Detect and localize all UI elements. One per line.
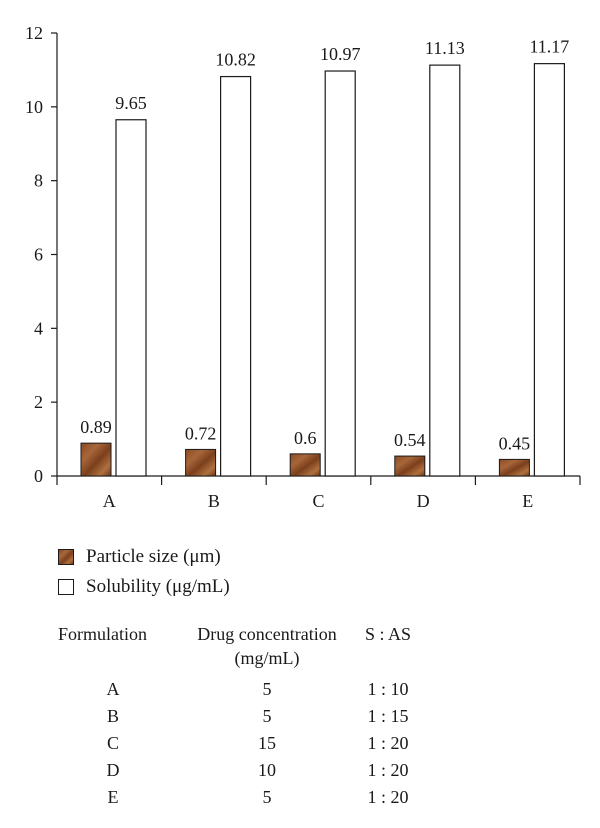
cell-ratio: 1 : 15	[367, 706, 409, 726]
bar-particle-size	[498, 458, 530, 477]
cell-drug-concentration: 5	[262, 706, 272, 726]
bar-solubility	[324, 70, 356, 477]
y-tick-label: 6	[34, 245, 43, 265]
header-ratio: S : AS	[364, 624, 412, 644]
legend-label-solubility: Solubility (μg/mL)	[86, 576, 230, 597]
header-drug-concentration-line1: Drug concentration	[197, 624, 337, 644]
cell-drug-concentration: 5	[262, 679, 272, 699]
y-tick-label: 0	[34, 466, 43, 486]
data-label-solubility: 10.97	[320, 44, 361, 64]
cell-ratio: 1 : 20	[367, 787, 409, 807]
y-tick-label: 2	[34, 392, 43, 412]
cell-formulation: E	[107, 787, 119, 807]
header-formulation: Formulation	[58, 624, 147, 644]
axes: 0 2 4 6 8 10 12 A B C D E	[25, 23, 581, 511]
y-tick-label: 4	[34, 318, 43, 338]
bars	[80, 63, 566, 477]
x-tick-label: B	[208, 491, 220, 511]
legend-swatch-solubility	[58, 579, 74, 595]
data-label-particle-size: 0.54	[394, 430, 426, 450]
bar-chart: 0 2 4 6 8 10 12 A B C D E 0.89 9.65 0.72 10.82 0.6 10.97…	[25, 23, 581, 511]
legend-item-solubility: Solubility (μg/mL)	[58, 572, 230, 602]
header-drug-concentration-unit: (mg/mL)	[234, 648, 300, 668]
cell-formulation: B	[106, 706, 119, 726]
legend: Particle size (μm) Solubility (μg/mL)	[58, 542, 230, 602]
cell-drug-concentration: 10	[258, 760, 276, 780]
cell-drug-concentration: 15	[258, 733, 276, 753]
data-label-solubility: 10.82	[215, 50, 256, 70]
x-tick-label: E	[522, 491, 533, 511]
x-tick-label: A	[103, 491, 116, 511]
data-labels: 0.89 9.65 0.72 10.82 0.6 10.97 0.54 11.13 0.45 11…	[80, 37, 569, 454]
cell-formulation: D	[106, 760, 120, 780]
y-tick-label: 8	[34, 171, 43, 191]
bar-particle-size	[289, 453, 321, 477]
x-tick-label: D	[417, 491, 430, 511]
data-label-solubility: 11.13	[425, 38, 465, 58]
bar-solubility	[429, 64, 461, 477]
data-label-particle-size: 0.6	[294, 428, 317, 448]
header-drug-concentration: Drug concentration (mg/mL)	[182, 622, 352, 670]
legend-swatch-particle-size	[58, 549, 74, 565]
data-label-particle-size: 0.45	[499, 433, 531, 453]
data-label-solubility: 11.17	[529, 37, 569, 57]
bar-solubility	[115, 119, 147, 477]
bar-particle-size	[394, 455, 426, 477]
data-label-solubility: 9.65	[115, 93, 147, 113]
cell-formulation: A	[106, 679, 120, 699]
legend-item-particle-size: Particle size (μm)	[58, 542, 230, 572]
data-label-particle-size: 0.72	[185, 423, 217, 443]
cell-formulation: C	[106, 733, 119, 753]
legend-label-particle-size: Particle size (μm)	[86, 546, 221, 567]
bar-particle-size	[80, 442, 112, 477]
bar-solubility	[220, 75, 252, 477]
x-tick-label: C	[312, 491, 324, 511]
bar-particle-size	[185, 448, 217, 477]
cell-ratio: 1 : 20	[367, 760, 409, 780]
y-tick-label: 12	[25, 23, 43, 43]
cell-drug-concentration: 5	[262, 787, 272, 807]
data-label-particle-size: 0.89	[80, 417, 112, 437]
cell-ratio: 1 : 20	[367, 733, 409, 753]
cell-ratio: 1 : 10	[367, 679, 409, 699]
bar-solubility	[533, 63, 566, 477]
y-tick-label: 10	[25, 97, 43, 117]
